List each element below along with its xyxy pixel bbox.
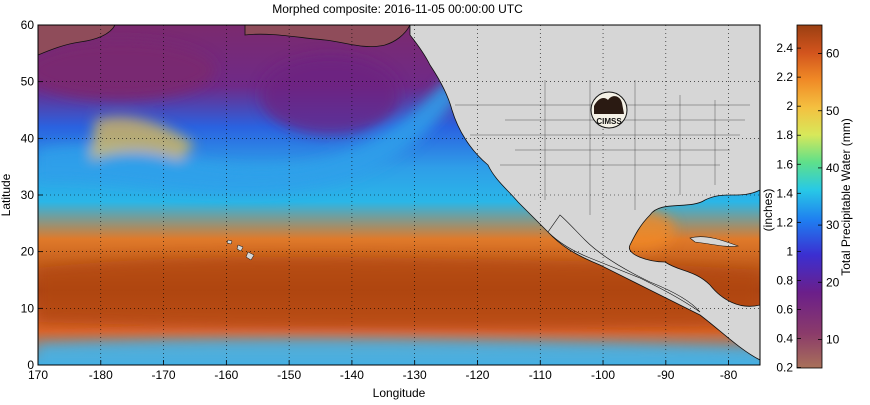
equatorial-dry-strip [38, 339, 760, 365]
dry-airmass-northeast [260, 55, 400, 135]
x-tick-label: -130 [403, 368, 427, 382]
x-tick-label: 170 [28, 368, 48, 382]
x-tick-label: -160 [214, 368, 238, 382]
colorbar-mm-tick-label: 10 [826, 332, 840, 346]
x-axis-label: Longitude [373, 386, 426, 400]
north-america-landmass [409, 25, 760, 361]
colorbar-inch-tick-label: 2 [786, 99, 793, 113]
colorbar-mm-axis: 10 20 30 40 50 60 [818, 47, 840, 346]
atmospheric-river-band [38, 80, 460, 195]
y-tick-label: 20 [21, 245, 35, 259]
x-tick-label: -180 [89, 368, 113, 382]
colorbar-inch-axis: 0.2 0.4 0.6 0.8 1 1.2 1.4 1.6 1.8 2 2.2 2.4 [776, 41, 801, 375]
colorbar-mm-label: Total Precipitable Water (mm) [839, 118, 853, 276]
hawaii-islands [226, 239, 255, 261]
colorbar-inch-tick-label: 1.6 [776, 157, 793, 171]
x-tick-label: -120 [465, 368, 489, 382]
colorbar-inch-tick-label: 1.4 [776, 186, 793, 200]
y-tick-label: 50 [21, 75, 35, 89]
y-tick-label: 10 [21, 301, 35, 315]
colorbar-mm-tick-label: 50 [826, 104, 840, 118]
colorbar-inch-tick-label: 2.2 [776, 70, 793, 84]
x-tick-label: -110 [529, 368, 552, 382]
alaska-landmass [244, 25, 411, 48]
map-plot-area: CIMSS [38, 25, 760, 365]
colorbar-inch-tick-label: 2.4 [776, 41, 793, 55]
x-tick-label: -140 [340, 368, 364, 382]
colorbar-inch-tick-label: 1 [786, 244, 793, 258]
colorbar-mm-tick-label: 40 [826, 161, 840, 175]
x-tick-label: -150 [277, 368, 301, 382]
colorbar-inch-tick-label: 1.8 [776, 128, 793, 142]
asia-landmass [38, 25, 116, 56]
colorbar-inch-tick-label: 0.8 [776, 273, 793, 287]
itcz-moist-band [38, 256, 760, 329]
x-tick-label: -100 [591, 368, 615, 382]
cimss-logo: CIMSS [590, 91, 628, 129]
cimss-logo-silhouette [594, 96, 624, 114]
dry-airmass-west [38, 40, 215, 100]
y-tick-label: 30 [21, 188, 35, 202]
y-axis-label: Latitude [0, 173, 13, 216]
mexico-landmass [547, 214, 701, 313]
colorbar-inch-tick-label: 0.6 [776, 302, 793, 316]
colorbar-inch-label: (inches) [761, 189, 775, 232]
cimss-logo-text: CIMSS [596, 117, 622, 126]
lat-lon-grid [38, 25, 760, 365]
colorbar-inch-tick-label: 0.2 [776, 361, 793, 375]
x-tick-label: -80 [720, 368, 738, 382]
colorbar-inch-tick-label: 1.2 [776, 215, 793, 229]
x-axis: 170 -180 -170 -160 -150 -140 -130 -120 -110 -100 -… [28, 360, 738, 382]
map-title: Morphed composite: 2016-11-05 00:00:00 U… [272, 2, 523, 16]
y-axis: 0 10 20 30 40 50 60 [21, 18, 43, 372]
x-tick-label: -90 [657, 368, 675, 382]
x-tick-label: -170 [152, 368, 176, 382]
colorbar-mm-tick-label: 60 [826, 47, 840, 61]
cuba-landmass [689, 236, 740, 247]
colorbar-inch-tick-label: 0.4 [776, 332, 793, 346]
colorbar-mm-tick-label: 20 [826, 275, 840, 289]
colorbar-gradient [796, 24, 823, 369]
y-tick-label: 40 [21, 131, 35, 145]
y-tick-label: 60 [21, 18, 35, 32]
y-tick-label: 0 [27, 358, 34, 372]
colorbar-mm-tick-label: 30 [826, 218, 840, 232]
